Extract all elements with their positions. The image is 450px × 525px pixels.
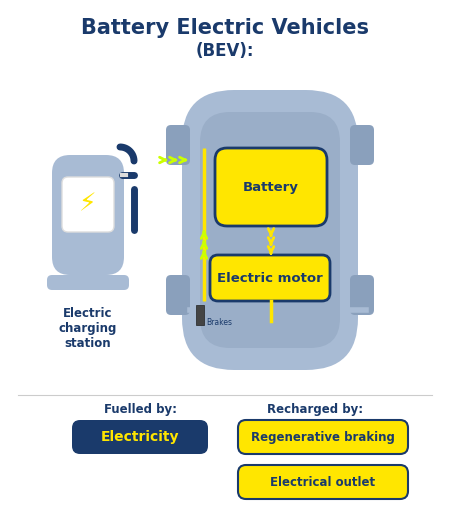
Text: Battery: Battery (243, 181, 299, 194)
Text: Brakes: Brakes (206, 318, 232, 327)
FancyBboxPatch shape (350, 125, 374, 165)
FancyBboxPatch shape (238, 465, 408, 499)
FancyBboxPatch shape (166, 125, 190, 165)
Text: Electricity: Electricity (101, 430, 179, 444)
FancyBboxPatch shape (72, 420, 208, 454)
Text: Battery Electric Vehicles: Battery Electric Vehicles (81, 18, 369, 38)
FancyBboxPatch shape (200, 112, 340, 348)
Text: Electrical outlet: Electrical outlet (270, 476, 376, 488)
Text: ⚡: ⚡ (79, 193, 97, 216)
FancyBboxPatch shape (238, 420, 408, 454)
Text: (BEV):: (BEV): (196, 42, 254, 60)
FancyBboxPatch shape (210, 255, 330, 301)
FancyBboxPatch shape (215, 148, 327, 226)
FancyBboxPatch shape (350, 275, 374, 315)
Text: Electric motor: Electric motor (217, 271, 323, 285)
Text: Electric
charging
station: Electric charging station (59, 307, 117, 350)
Bar (196, 305, 204, 325)
FancyBboxPatch shape (182, 90, 358, 370)
FancyBboxPatch shape (47, 275, 129, 290)
FancyBboxPatch shape (62, 177, 114, 232)
FancyBboxPatch shape (52, 155, 124, 275)
FancyBboxPatch shape (166, 275, 190, 315)
Text: Regenerative braking: Regenerative braking (251, 430, 395, 444)
Text: Fuelled by:: Fuelled by: (104, 403, 176, 416)
Text: Recharged by:: Recharged by: (267, 403, 363, 416)
